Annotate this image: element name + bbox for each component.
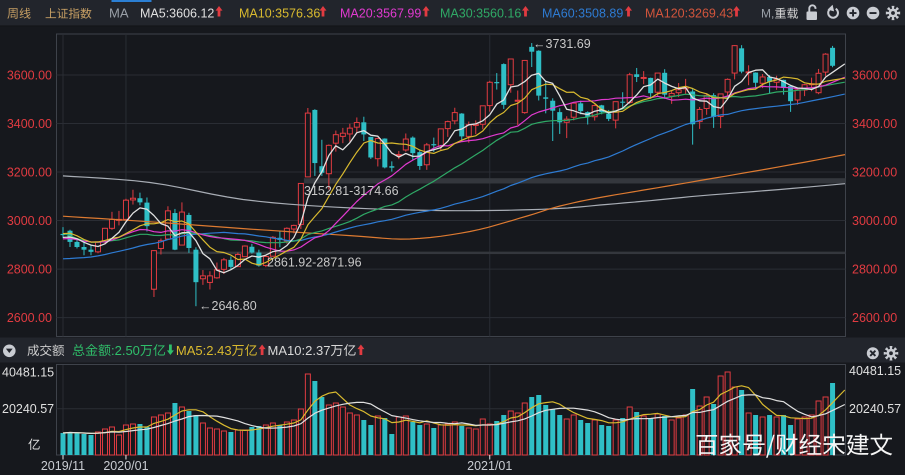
svg-text:2600.00: 2600.00 (7, 311, 52, 325)
svg-text:20240.57: 20240.57 (2, 402, 54, 416)
svg-text:3400.00: 3400.00 (852, 117, 897, 131)
svg-text:3400.00: 3400.00 (7, 117, 52, 131)
svg-text:2020/01: 2020/01 (103, 459, 148, 473)
svg-text:MA30:3560.16: MA30:3560.16 (440, 6, 521, 20)
svg-text:2861.92-2871.96: 2861.92-2871.96 (267, 256, 362, 270)
svg-text:3200.00: 3200.00 (7, 165, 52, 179)
svg-text:2800.00: 2800.00 (852, 262, 897, 276)
svg-text:MA: MA (109, 5, 129, 20)
svg-text:3000.00: 3000.00 (7, 214, 52, 228)
svg-text:M,: M, (761, 6, 774, 20)
svg-text:20240.57: 20240.57 (849, 402, 901, 416)
svg-text:3600.00: 3600.00 (852, 68, 897, 82)
svg-text:MA10:2.37: MA10:2.37 (268, 343, 331, 358)
svg-text:2019/11: 2019/11 (41, 459, 85, 473)
svg-text::2.50: :2.50 (111, 343, 140, 358)
svg-text:MA5:2.43: MA5:2.43 (176, 343, 232, 358)
svg-text:MA120:3269.43: MA120:3269.43 (645, 6, 733, 20)
svg-text:←2646.80: ←2646.80 (199, 299, 257, 313)
svg-text:40481.15: 40481.15 (849, 364, 901, 378)
svg-text:←3731.69: ←3731.69 (533, 37, 591, 51)
svg-text:MA60:3508.89: MA60:3508.89 (542, 6, 623, 20)
svg-text:3200.00: 3200.00 (852, 165, 897, 179)
svg-text:3152.81-3174.66: 3152.81-3174.66 (304, 184, 399, 198)
svg-text:MA20:3567.99: MA20:3567.99 (340, 6, 421, 20)
svg-text:2021/01: 2021/01 (467, 459, 512, 473)
svg-text:3000.00: 3000.00 (852, 214, 897, 228)
svg-text:3600.00: 3600.00 (7, 68, 52, 82)
svg-text:MA5:3606.12: MA5:3606.12 (140, 6, 214, 20)
svg-text:2800.00: 2800.00 (7, 262, 52, 276)
svg-text:40481.15: 40481.15 (2, 366, 54, 380)
svg-text:MA10:3576.36: MA10:3576.36 (239, 6, 320, 20)
svg-text:2600.00: 2600.00 (852, 311, 897, 325)
